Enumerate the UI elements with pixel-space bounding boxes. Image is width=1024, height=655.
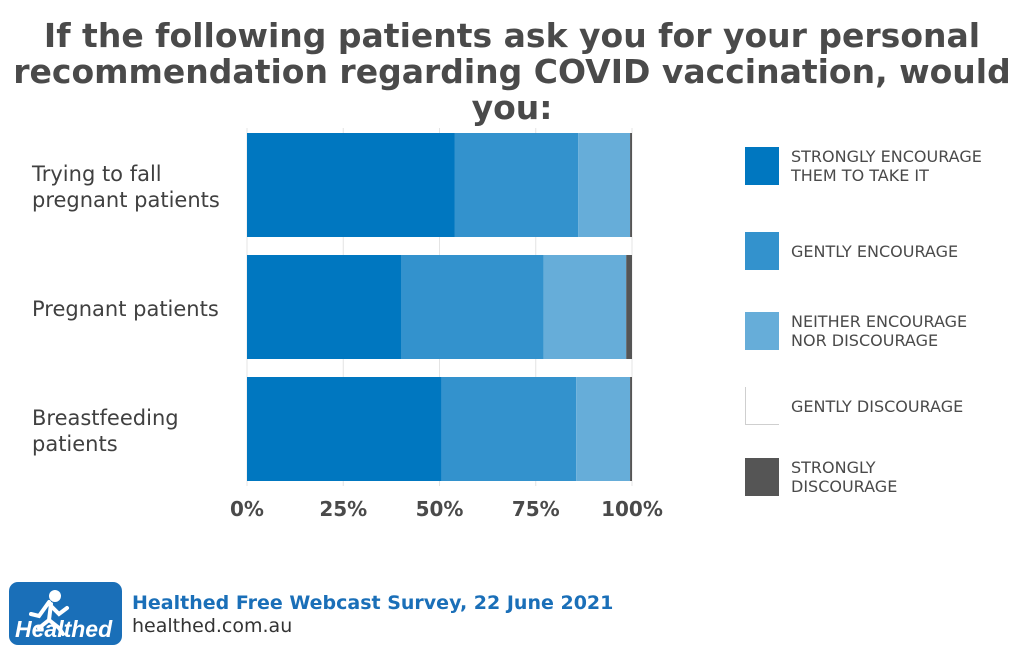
logo-text: Healthed [15,616,113,642]
chart-title-line-1: If the following patients ask you for yo… [43,16,981,55]
category-label-line: pregnant patients [32,188,220,212]
category-label-line: Trying to fall [32,162,162,186]
legend-swatch [745,232,779,270]
legend-swatch [745,147,779,185]
category-label-line: Pregnant patients [32,297,219,321]
legend-label-line: DISCOURAGE [791,477,898,496]
bar-segment-0-2 [578,133,631,237]
runner-logo-icon [29,590,69,636]
legend-label-line: THEM TO TAKE IT [791,166,929,185]
bar-segment-2-2 [576,377,631,481]
legend-label: STRONGLY ENCOURAGE THEM TO TAKE IT [791,147,1024,185]
legend-label: STRONGLY DISCOURAGE [791,458,1024,496]
category-label-2: Breastfeeding patients [32,405,237,457]
legend-swatch [745,387,779,425]
legend-label: GENTLY ENCOURAGE [791,242,1024,261]
website-link[interactable]: healthed.com.au [132,615,293,637]
healthed-logo: Healthed [9,582,122,645]
bar-segment-2-1 [441,377,577,481]
legend-label-line: NEITHER ENCOURAGE [791,312,968,331]
bar-segment-1-1 [401,255,544,359]
legend-label-line: STRONGLY [791,458,876,477]
legend-label-line: STRONGLY ENCOURAGE [791,147,982,166]
x-tick-label-2: 50% [416,497,464,521]
category-label-line: Breastfeeding [32,406,179,430]
bar-segment-1-0 [247,255,401,359]
legend-label-line: NOR DISCOURAGE [791,331,939,350]
x-tick-label-1: 25% [319,497,367,521]
x-tick-label-0: 0% [230,497,264,521]
category-label-0: Trying to fall pregnant patients [32,161,237,213]
bar-segment-2-0 [247,377,442,481]
chart-title: If the following patients ask you for yo… [0,18,1024,126]
x-tick-label-3: 75% [512,497,560,521]
chart-title-line-2: recommendation regarding COVID vaccinati… [13,52,1011,127]
legend-label: NEITHER ENCOURAGE NOR DISCOURAGE [791,312,1024,350]
bar-segment-0-0 [247,133,455,237]
bar-segment-1-2 [543,255,627,359]
survey-source: Healthed Free Webcast Survey, 22 June 20… [132,592,614,614]
legend-swatch [745,312,779,350]
legend-label-line: GENTLY DISCOURAGE [791,397,964,416]
bar-segment-2-4 [630,377,632,481]
legend-swatch [745,458,779,496]
bar-segment-1-4 [626,255,632,359]
category-label-line: patients [32,432,118,456]
x-tick-label-4: 100% [601,497,663,521]
category-label-1: Pregnant patients [32,296,237,322]
bar-segment-0-4 [630,133,632,237]
legend-label: GENTLY DISCOURAGE [791,397,1024,416]
bar-segment-0-1 [454,133,579,237]
legend-label-line: GENTLY ENCOURAGE [791,242,959,261]
